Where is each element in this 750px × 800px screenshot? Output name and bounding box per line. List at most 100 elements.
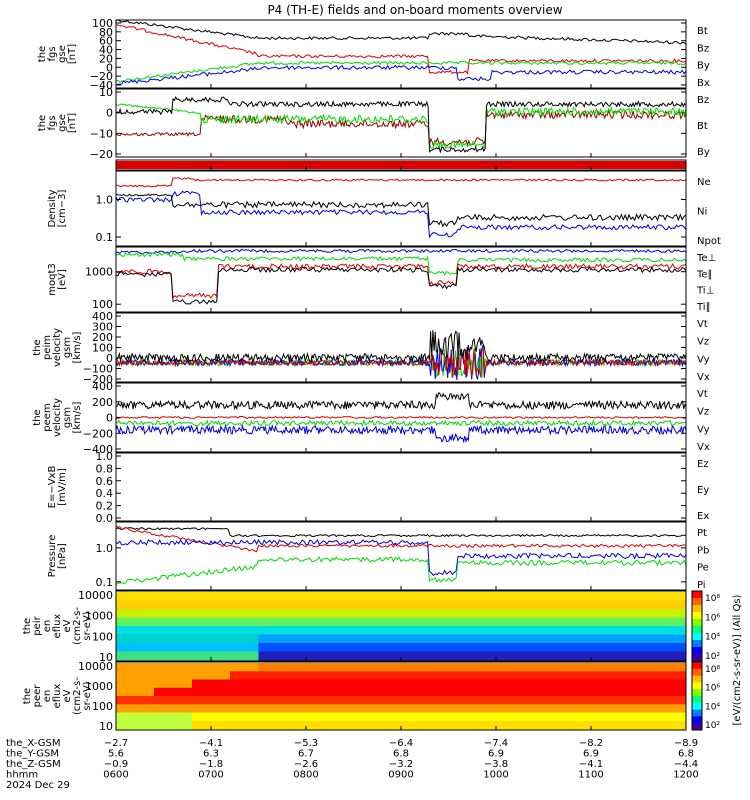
heatmap-cell: [144, 663, 155, 672]
heatmap-cell: [534, 696, 544, 705]
heatmap-cell: [315, 600, 326, 610]
heatmap-cell: [353, 671, 364, 681]
legend-Pt: Pt: [697, 528, 707, 539]
heatmap-cell: [382, 609, 392, 618]
heatmap-cell: [192, 600, 202, 610]
heatmap-cell: [144, 600, 155, 610]
heatmap-cell: [173, 643, 183, 652]
heatmap-cell: [163, 634, 174, 644]
heatmap-cell: [667, 651, 677, 661]
heatmap-cell: [410, 687, 421, 697]
heatmap-cell: [325, 609, 335, 618]
heatmap-cell: [192, 609, 202, 618]
heatmap-cell: [638, 720, 649, 730]
heatmap-cell: [144, 712, 155, 722]
heatmap-cell: [676, 712, 687, 722]
x-tick-value: 0800: [293, 770, 318, 781]
heatmap-cell: [163, 663, 174, 672]
heatmap-cell: [496, 704, 506, 714]
colorbar-segment: [692, 723, 702, 731]
panel-8: E=−VxB[mV/m] 1.00.80.60.40.20.0 Ez Ey Ex: [47, 450, 709, 525]
heatmap-cell: [448, 609, 459, 618]
heatmap-cell: [239, 600, 250, 610]
heatmap-cell: [420, 592, 430, 601]
legend-Pe: Pe: [697, 563, 709, 574]
y-tick-label: 400: [92, 310, 113, 323]
heatmap-cell: [258, 671, 269, 681]
panel-ylabel: peir: [32, 615, 43, 635]
panel-ylabel: Density: [47, 189, 58, 227]
heatmap-cell: [439, 704, 449, 714]
heatmap-cell: [144, 651, 155, 661]
heatmap-cell: [192, 592, 202, 601]
panel-4: Density[cm−3] 1.0 0.1 Ne Ni Npot: [47, 170, 721, 247]
heatmap-cell: [163, 600, 174, 610]
legend-Ni: Ni: [697, 207, 707, 218]
heatmap-cell: [344, 600, 354, 610]
heatmap-cell: [401, 592, 411, 601]
heatmap-cell: [268, 651, 278, 661]
heatmap-cell: [220, 679, 231, 689]
heatmap-cell: [277, 671, 288, 681]
heatmap-cell: [458, 592, 468, 601]
heatmap-cell: [116, 617, 126, 627]
heatmap-cell: [268, 712, 278, 722]
heatmap-cell: [201, 651, 212, 661]
heatmap-cell: [439, 617, 449, 627]
heatmap-cell: [581, 671, 592, 681]
heatmap-cell: [458, 643, 468, 652]
legend-Vt: Vt: [697, 389, 708, 400]
heatmap-cell: [667, 663, 677, 672]
heatmap-cell: [515, 651, 525, 661]
heatmap-cell: [439, 643, 449, 652]
panel-frame: [115, 521, 687, 591]
heatmap-cell: [296, 696, 307, 705]
heatmap-cell: [638, 626, 649, 635]
heatmap-cell: [363, 712, 373, 722]
heatmap-cell: [372, 600, 383, 610]
heatmap-cell: [325, 696, 335, 705]
heatmap-cell: [182, 679, 193, 689]
heatmap-cell: [296, 609, 307, 618]
heatmap-cell: [429, 609, 440, 618]
series-Vt: [115, 330, 687, 364]
heatmap-cell: [268, 704, 278, 714]
heatmap-cell: [391, 663, 402, 672]
heatmap-cell: [477, 634, 487, 644]
heatmap-cell: [154, 643, 164, 652]
heatmap-cell: [287, 720, 297, 730]
heatmap-cell: [572, 663, 582, 672]
heatmap-cell: [125, 617, 136, 627]
plot-title: P4 (TH-E) fields and on-board moments ov…: [267, 3, 562, 17]
heatmap-cell: [173, 663, 183, 672]
heatmap-cell: [258, 704, 269, 714]
heatmap-cell: [249, 671, 259, 681]
heatmap-cell: [619, 687, 630, 697]
heatmap-cell: [676, 634, 687, 644]
heatmap-cell: [239, 696, 250, 705]
heatmap-cell: [467, 634, 478, 644]
heatmap-cell: [562, 600, 573, 610]
heatmap-cell: [401, 643, 411, 652]
heatmap-cell: [638, 696, 649, 705]
heatmap-cell: [154, 671, 164, 681]
heatmap-cell: [325, 634, 335, 644]
heatmap-cell: [648, 626, 658, 635]
heatmap-cell: [125, 712, 136, 722]
heatmap-cell: [382, 663, 392, 672]
heatmap-cell: [467, 663, 478, 672]
heatmap-cell: [667, 609, 677, 618]
heatmap-cell: [458, 704, 468, 714]
heatmap-cell: [163, 617, 174, 627]
heatmap-cell: [201, 687, 212, 697]
heatmap-cell: [391, 643, 402, 652]
series-Vz: [115, 415, 687, 420]
heatmap-cell: [173, 634, 183, 644]
y-tick-label: 1.0: [96, 542, 114, 555]
heatmap-cell: [287, 592, 297, 601]
heatmap-cell: [496, 609, 506, 618]
heatmap-cell: [619, 671, 630, 681]
heatmap-cell: [600, 592, 611, 601]
